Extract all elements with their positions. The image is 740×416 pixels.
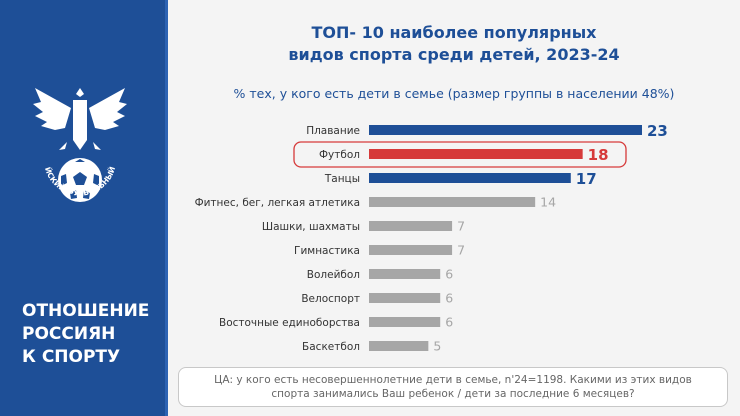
category-label: Гимнастика (294, 245, 360, 257)
highlight-frame (293, 141, 627, 168)
rfs-logo: РОССИЙСКИЙ ФУТБОЛЬНЫЙ СОЮЗ (25, 80, 127, 202)
slogan: ОТНОШЕНИЕ РОССИЯН К СПОРТУ (22, 300, 149, 369)
category-label: Танцы (324, 173, 360, 185)
category-label: Фитнес, бег, легкая атлетика (195, 197, 360, 209)
value-label: 17 (576, 170, 597, 188)
title-line: ТОП- 10 наиболее популярных (311, 23, 597, 42)
bar (369, 125, 642, 135)
bar (369, 221, 453, 231)
slogan-line: К СПОРТУ (22, 347, 121, 367)
value-label: 23 (647, 122, 668, 140)
category-label: Плавание (306, 125, 360, 137)
bar (369, 197, 536, 207)
value-label: 5 (433, 339, 441, 354)
value-label: 6 (445, 315, 453, 330)
category-label: Восточные единоборства (219, 317, 360, 329)
slogan-line: ОТНОШЕНИЕ (22, 301, 150, 321)
bar (369, 293, 441, 303)
note-line: спорта занимались Ваш ребенок / дети за … (271, 388, 635, 400)
bar (369, 173, 571, 183)
category-label: Велоспорт (301, 293, 360, 305)
sidebar-stripe (165, 0, 168, 416)
value-label: 6 (445, 267, 453, 282)
value-label: 18 (588, 146, 609, 164)
bar (369, 269, 441, 279)
bar (369, 341, 429, 351)
chart-area: ТОП- 10 наиболее популярных видов спорта… (168, 0, 740, 416)
category-label: Волейбол (307, 269, 360, 281)
title-line: видов спорта среди детей, 2023-24 (288, 45, 620, 64)
value-label: 7 (457, 219, 465, 234)
sidebar: РОССИЙСКИЙ ФУТБОЛЬНЫЙ СОЮЗ ОТНОШЕНИЕ РОС… (0, 0, 168, 416)
bar (369, 317, 441, 327)
value-label: 14 (540, 195, 556, 210)
note-line: ЦА: у кого есть несовершеннолетние дети … (214, 374, 692, 386)
value-label: 7 (457, 243, 465, 258)
value-label: 6 (445, 291, 453, 306)
category-label: Шашки, шахматы (262, 221, 360, 233)
question-note: ЦА: у кого есть несовершеннолетние дети … (178, 367, 728, 407)
slogan-line: РОССИЯН (22, 324, 116, 344)
chart-title: ТОП- 10 наиболее популярных видов спорта… (168, 22, 740, 66)
bar (369, 245, 453, 255)
chart-subtitle: % тех, у кого есть дети в семье (размер … (233, 86, 675, 101)
category-label: Баскетбол (302, 341, 360, 353)
category-label: Футбол (319, 149, 360, 161)
bar (369, 149, 583, 159)
